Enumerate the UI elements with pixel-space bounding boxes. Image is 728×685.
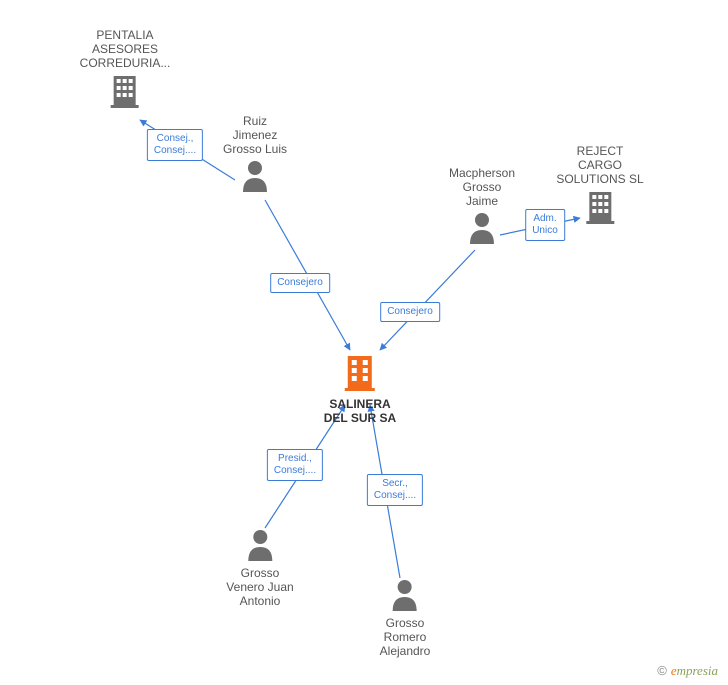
node-reject-cargo[interactable]: REJECT CARGO SOLUTIONS SL xyxy=(556,144,643,231)
edge-label-venero-center[interactable]: Presid., Consej.... xyxy=(267,449,323,481)
node-grosso-venero[interactable]: Grosso Venero Juan Antonio xyxy=(226,525,293,608)
building-icon xyxy=(324,352,396,397)
node-ruiz[interactable]: Ruiz Jimenez Grosso Luis xyxy=(223,114,287,197)
diagram-canvas: SALINERA DEL SUR SA PENTALIA ASESORES CO… xyxy=(0,0,728,685)
node-salinera[interactable]: SALINERA DEL SUR SA xyxy=(324,350,396,425)
edge-label-macpherson-center[interactable]: Consejero xyxy=(380,302,440,322)
node-label: Grosso Romero Alejandro xyxy=(380,616,431,658)
person-icon xyxy=(449,210,515,249)
node-label: REJECT CARGO SOLUTIONS SL xyxy=(556,144,643,186)
node-grosso-romero[interactable]: Grosso Romero Alejandro xyxy=(380,575,431,658)
person-icon xyxy=(226,527,293,566)
brand-rest: mpresia xyxy=(677,663,718,678)
edge-label-ruiz-pentalia[interactable]: Consej., Consej.... xyxy=(147,129,203,161)
person-icon xyxy=(380,577,431,616)
edge-label-ruiz-center[interactable]: Consejero xyxy=(270,273,330,293)
watermark: ©empresia xyxy=(657,663,718,679)
edge-macpherson-center xyxy=(380,250,475,350)
building-icon xyxy=(80,72,171,115)
node-label: Ruiz Jimenez Grosso Luis xyxy=(223,114,287,156)
node-pentalia[interactable]: PENTALIA ASESORES CORREDURIA... xyxy=(80,28,171,115)
edge-label-romero-center[interactable]: Secr., Consej.... xyxy=(367,474,423,506)
person-icon xyxy=(223,158,287,197)
node-label: Grosso Venero Juan Antonio xyxy=(226,566,293,608)
node-macpherson[interactable]: Macpherson Grosso Jaime xyxy=(449,166,515,249)
node-label: SALINERA DEL SUR SA xyxy=(324,397,396,425)
node-label: Macpherson Grosso Jaime xyxy=(449,166,515,208)
copyright-symbol: © xyxy=(657,663,667,678)
node-label: PENTALIA ASESORES CORREDURIA... xyxy=(80,28,171,70)
edge-label-macpherson-reject[interactable]: Adm. Unico xyxy=(525,209,565,241)
building-icon xyxy=(556,188,643,231)
